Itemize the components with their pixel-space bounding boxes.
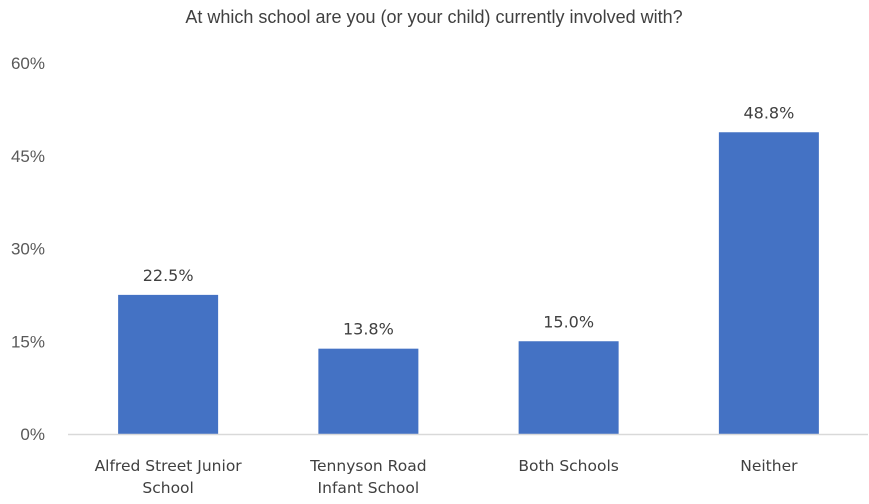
data-label: 15.0%: [543, 312, 594, 331]
category-label: Neither: [740, 457, 798, 475]
bar: [518, 341, 619, 434]
bar: [318, 348, 419, 434]
bar: [118, 294, 219, 434]
y-tick-label: 30%: [11, 240, 45, 259]
category-label-line: Infant School: [318, 479, 420, 497]
data-label: 13.8%: [343, 320, 394, 339]
category-label-line: Tennyson Road: [309, 457, 426, 475]
category-label-line: Neither: [740, 457, 798, 475]
chart-title: At which school are you (or your child) …: [185, 7, 682, 27]
y-tick-label: 15%: [11, 332, 45, 351]
y-tick-label: 45%: [11, 147, 45, 166]
y-axis-ticks: 0% 15% 30% 45% 60%: [11, 54, 45, 444]
category-label-line: School: [142, 479, 193, 497]
category-label: Both Schools: [518, 457, 618, 475]
data-label: 22.5%: [143, 266, 194, 285]
data-label: 48.8%: [743, 103, 794, 122]
y-tick-label: 60%: [11, 54, 45, 73]
category-label-line: Alfred Street Junior: [95, 457, 243, 475]
category-label: Tennyson Road Infant School: [309, 457, 426, 497]
y-tick-label: 0%: [20, 425, 45, 444]
bars: [118, 132, 819, 434]
category-labels: Alfred Street Junior School Tennyson Road I…: [95, 457, 799, 497]
category-label-line: Both Schools: [518, 457, 618, 475]
bar: [718, 132, 819, 434]
data-labels: 22.5% 13.8% 15.0% 48.8%: [143, 103, 795, 338]
category-label: Alfred Street Junior School: [95, 457, 243, 497]
